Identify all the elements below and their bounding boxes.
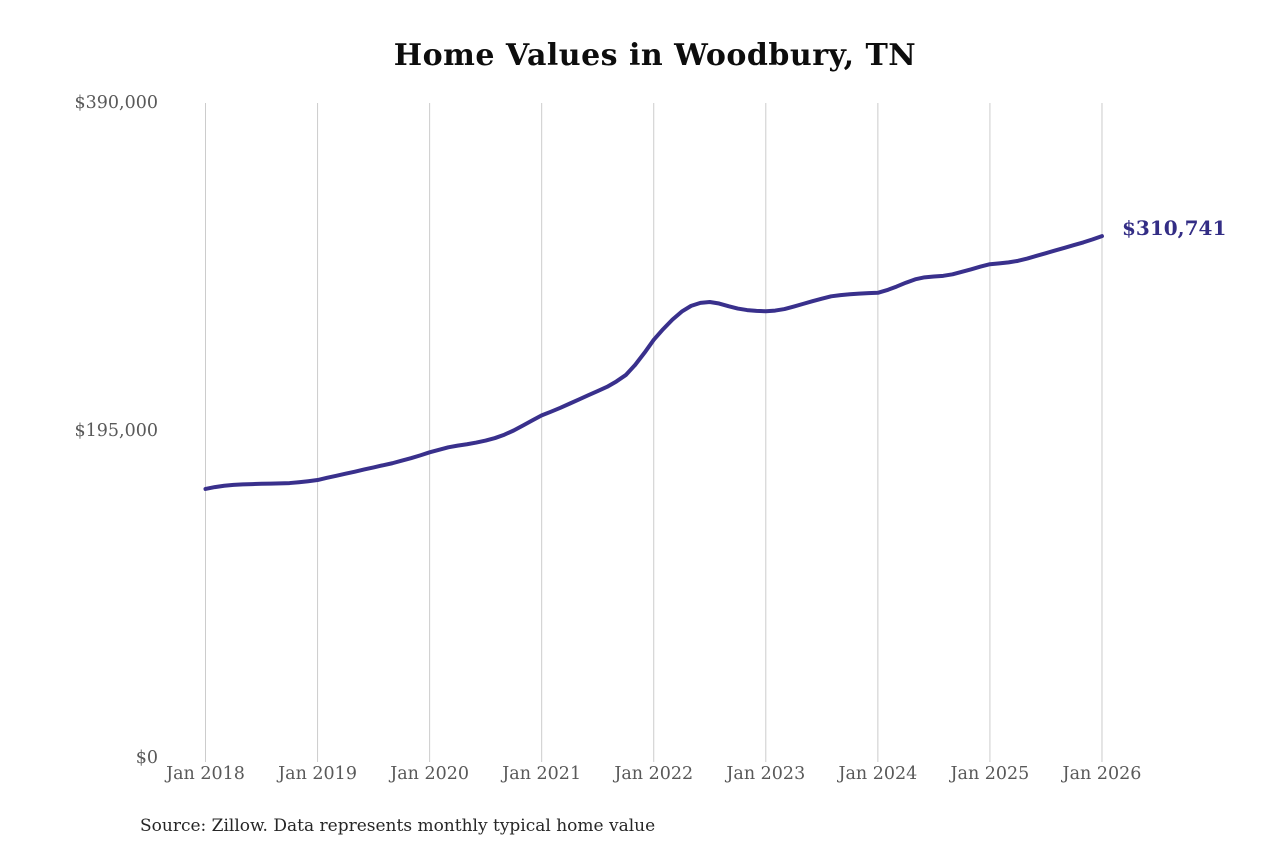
x-tick-label: Jan 2020 — [390, 764, 470, 784]
x-tick-label: Jan 2018 — [166, 764, 245, 784]
x-tick-label: Jan 2026 — [1062, 764, 1142, 784]
home-value-line — [203, 234, 1104, 491]
gridlines — [205, 103, 1103, 762]
chart-title: Home Values in Woodbury, TN — [393, 38, 917, 73]
x-tick-label: Jan 2023 — [726, 764, 806, 784]
source-note: Source: Zillow. Data represents monthly … — [140, 816, 656, 836]
x-tick-label: Jan 2019 — [278, 764, 357, 784]
y-tick-label: $195,000 — [74, 420, 158, 441]
x-tick-label: Jan 2024 — [838, 764, 918, 784]
y-tick-label: $390,000 — [74, 93, 158, 113]
y-tick-label: $0 — [135, 748, 158, 768]
current-value-label: $310,741 — [1122, 216, 1227, 240]
x-tick-label: Jan 2025 — [950, 764, 1030, 784]
x-tick-label: Jan 2021 — [502, 764, 582, 784]
x-tick-label: Jan 2022 — [614, 764, 694, 784]
